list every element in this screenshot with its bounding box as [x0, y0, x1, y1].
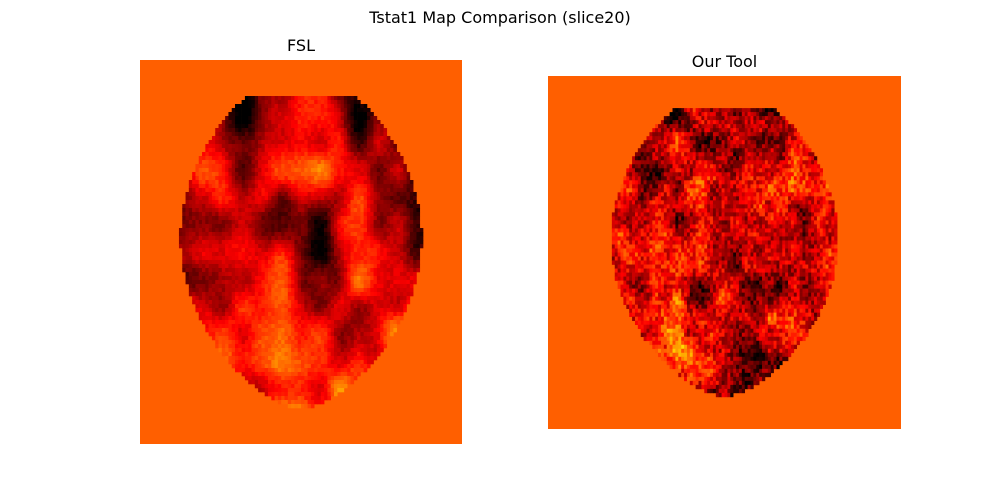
heatmap-cells	[611, 108, 838, 398]
figure-title: Tstat1 Map Comparison (slice20)	[369, 8, 631, 27]
panel-title-our-tool: Our Tool	[691, 52, 758, 71]
heatmap-fsl	[140, 60, 462, 444]
heatmap-our-tool	[548, 76, 901, 429]
heatmap-cells	[178, 96, 424, 409]
panel-title-fsl: FSL	[287, 36, 315, 55]
